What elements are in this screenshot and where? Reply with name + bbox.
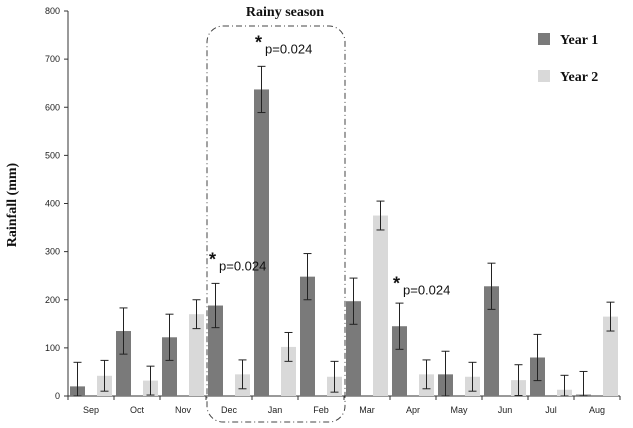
legend-swatch-year-1: [538, 33, 550, 45]
x-tick-label: Sep: [83, 405, 99, 415]
bar-year-1: [254, 89, 269, 396]
y-tick-label: 600: [45, 102, 60, 112]
x-tick-label: Oct: [130, 405, 145, 415]
bar-year-2: [603, 316, 618, 396]
x-tick-label: Aug: [589, 405, 605, 415]
bar-year-2: [281, 346, 296, 396]
x-tick-label: Nov: [175, 405, 192, 415]
y-tick-label: 800: [45, 6, 60, 16]
bar-year-2: [373, 215, 388, 396]
x-tick-label: Mar: [359, 405, 375, 415]
y-tick-label: 500: [45, 150, 60, 160]
p-value-label: p=0.024: [219, 258, 266, 273]
significance-star: *: [209, 249, 216, 269]
rainy-season-label: Rainy season: [246, 5, 324, 20]
y-tick-label: 100: [45, 343, 60, 353]
x-tick-label: Dec: [221, 405, 238, 415]
significance-star: *: [393, 273, 400, 293]
bar-year-2: [189, 314, 204, 396]
legend-label-year-2: Year 2: [560, 70, 598, 85]
y-tick-label: 200: [45, 295, 60, 305]
x-tick-label: May: [450, 405, 468, 415]
x-tick-label: Jun: [498, 405, 513, 415]
y-tick-label: 0: [55, 391, 60, 401]
bar-year-1: [162, 337, 177, 396]
y-tick-label: 700: [45, 54, 60, 64]
rainy-season-box: [206, 25, 346, 423]
legend-swatch-year-2: [538, 70, 550, 82]
bar-year-1: [300, 276, 315, 396]
x-tick-label: Jan: [268, 405, 283, 415]
y-tick-label: 300: [45, 247, 60, 257]
bar-year-1: [392, 326, 407, 396]
significance-star: *: [255, 33, 262, 53]
bar-year-1: [484, 286, 499, 396]
x-tick-label: Jul: [545, 405, 557, 415]
p-value-label: p=0.024: [403, 282, 450, 297]
legend-label-year-1: Year 1: [560, 33, 598, 48]
y-tick-label: 400: [45, 199, 60, 209]
bar-year-1: [346, 301, 361, 396]
legend: Year 1 Year 2: [538, 33, 598, 85]
bar-year-1: [116, 331, 131, 396]
p-value-label: p=0.024: [265, 42, 312, 57]
x-tick-label: Apr: [406, 405, 420, 415]
y-axis-label: Rainfall (mm): [5, 162, 20, 247]
x-tick-label: Feb: [313, 405, 329, 415]
